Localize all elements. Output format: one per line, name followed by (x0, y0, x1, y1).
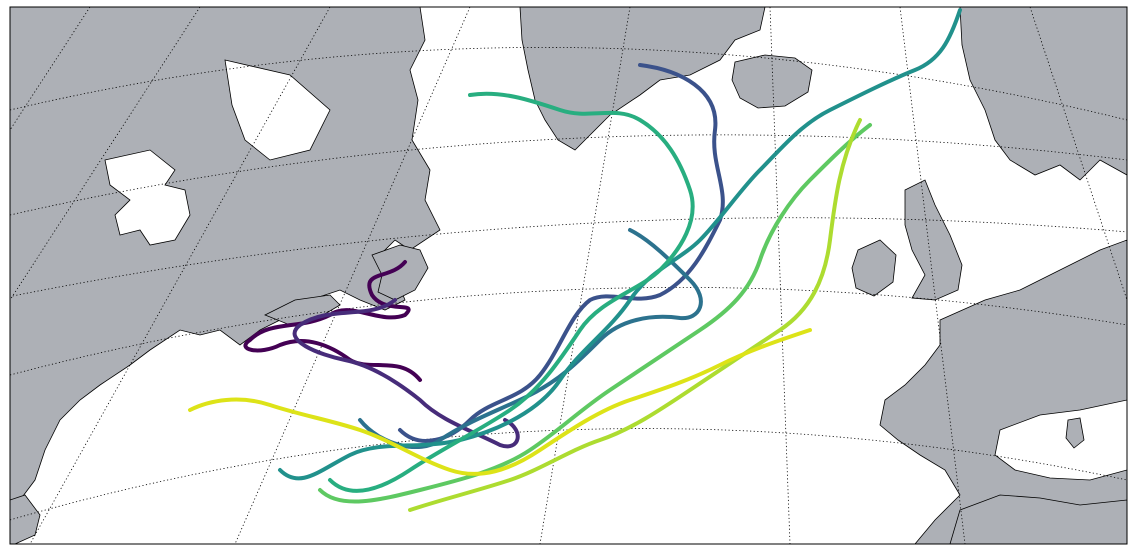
map-border (9, 6, 1128, 545)
newfoundland-landmass (371, 244, 429, 301)
hudson-bay (224, 59, 331, 161)
trajectory-line-drifter-4 (358, 228, 703, 450)
mediterranean-sea (994, 399, 1127, 481)
drifter-tracks (188, 8, 962, 512)
trajectory-line-drifter-8 (408, 118, 862, 512)
great-britain-landmass (904, 179, 963, 301)
landmasses (10, 7, 1127, 544)
sardinia-landmass (1065, 417, 1085, 449)
trajectory-line-drifter-1 (243, 260, 422, 382)
great-lakes (104, 149, 191, 246)
graticule-lines (10, 7, 1127, 544)
scandinavia-landmass (959, 7, 1127, 181)
north-america-landmass (10, 7, 441, 506)
trajectory-line-drifter-7 (318, 123, 872, 504)
north-africa-landmass (949, 494, 1127, 544)
trajectory-line-drifter-3 (398, 63, 725, 443)
trajectory-line-drifter-9 (188, 328, 812, 476)
iceland-landmass (731, 54, 813, 109)
trajectory-line-drifter-6 (328, 91, 695, 493)
ireland-landmass (851, 239, 897, 297)
trajectory-line-drifter-2 (292, 298, 520, 449)
